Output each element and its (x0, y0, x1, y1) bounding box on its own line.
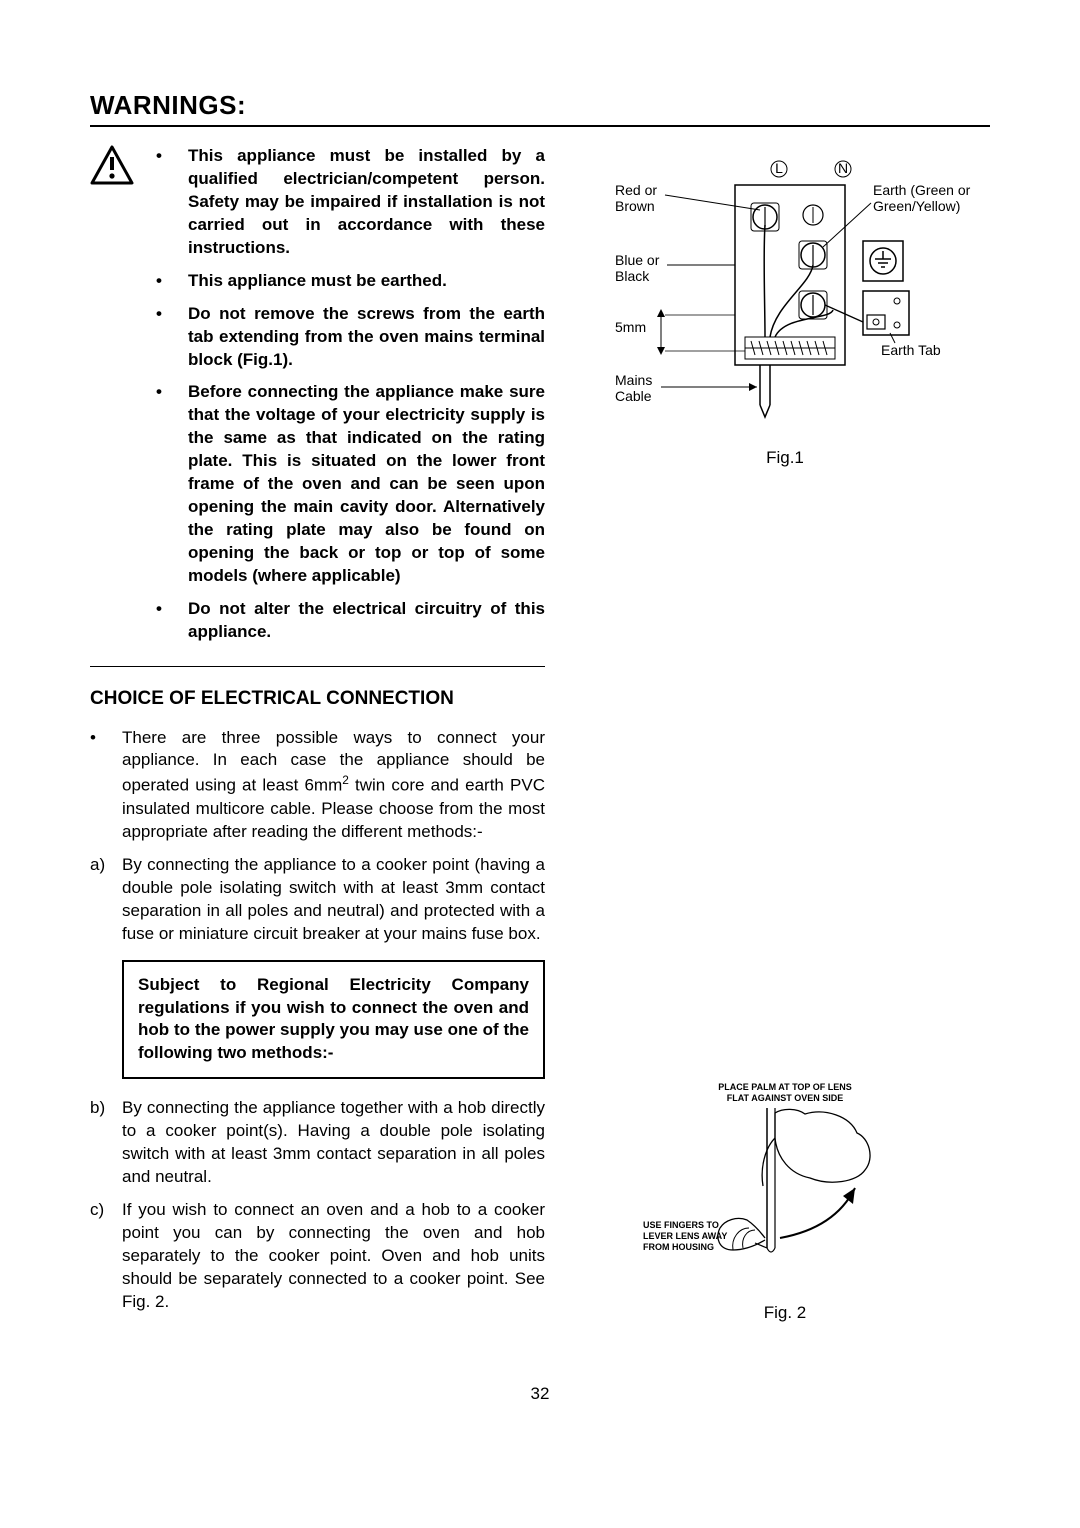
fig2-caption: Fig. 2 (625, 1303, 945, 1323)
choice-a: a) By connecting the appliance to a cook… (90, 854, 545, 946)
left-column: This appliance must be installed by a qu… (90, 145, 545, 1324)
fig1-blue-label: Blue orBlack (615, 252, 660, 284)
fig2-b3: FROM HOUSING (643, 1242, 714, 1252)
warnings-heading: WARNINGS: (90, 90, 990, 127)
sup-2: 2 (342, 773, 349, 787)
fig1-svg: L N (595, 155, 975, 435)
separator-rule (90, 666, 545, 667)
fig1-earth-tab-label: Earth Tab (881, 342, 941, 358)
page: WARNINGS: This appliance must be install… (0, 0, 1080, 1444)
fig2-svg: PLACE PALM AT TOP OF LENS FLAT AGAINST O… (625, 1078, 945, 1278)
choice-c: c) If you wish to connect an oven and a … (90, 1199, 545, 1314)
fig1-N: N (838, 160, 848, 176)
fig2-container: PLACE PALM AT TOP OF LENS FLAT AGAINST O… (625, 1078, 945, 1323)
warning-item: Do not remove the screws from the earth … (144, 303, 545, 372)
fig1-L: L (775, 160, 783, 176)
warning-bullets-rest: This appliance must be earthed. Do not r… (144, 270, 545, 644)
choice-b: b) By connecting the appliance together … (90, 1097, 545, 1189)
fig2-b1: USE FINGERS TO (643, 1220, 719, 1230)
right-column: L N (585, 145, 985, 1323)
warning-item: Before connecting the appliance make sur… (144, 381, 545, 587)
fig2-top1: PLACE PALM AT TOP OF LENS (718, 1082, 852, 1092)
fig1-caption: Fig.1 (595, 448, 975, 468)
two-column-layout: This appliance must be installed by a qu… (90, 145, 990, 1324)
choice-b-text: By connecting the appliance together wit… (122, 1098, 545, 1186)
fig2-top2: FLAT AGAINST OVEN SIDE (727, 1093, 844, 1103)
choice-c-label: c) (90, 1199, 104, 1222)
fig1-earth-green-label: Earth (Green orGreen/Yellow) (873, 182, 971, 214)
fig1-container: L N (595, 155, 975, 468)
warning-item: Do not alter the electrical circuitry of… (144, 598, 545, 644)
choice-list-rest: b) By connecting the appliance together … (90, 1097, 545, 1313)
fig1-red-label: Red orBrown (615, 182, 657, 214)
choice-a-text: By connecting the appliance to a cooker … (122, 855, 545, 943)
fig1-mains-label: MainsCable (615, 372, 652, 404)
choice-subheading: CHOICE OF ELECTRICAL CONNECTION (90, 687, 545, 711)
choice-c-text: If you wish to connect an oven and a hob… (122, 1200, 545, 1311)
choice-b-label: b) (90, 1097, 105, 1120)
boxed-note: Subject to Regional Electricity Company … (122, 960, 545, 1080)
warning-item: This appliance must be installed by a qu… (144, 145, 545, 260)
warning-bullets: This appliance must be installed by a qu… (144, 145, 545, 270)
warning-triangle-icon (90, 145, 134, 190)
choice-a-label: a) (90, 854, 105, 877)
page-number: 32 (90, 1384, 990, 1404)
fig1-5mm-label: 5mm (615, 319, 646, 335)
choice-intro: There are three possible ways to connect… (90, 727, 545, 844)
warning-item: This appliance must be earthed. (144, 270, 545, 293)
choice-list: There are three possible ways to connect… (90, 727, 545, 946)
fig2-b2: LEVER LENS AWAY (643, 1231, 727, 1241)
warning-icon-row: This appliance must be installed by a qu… (90, 145, 545, 270)
